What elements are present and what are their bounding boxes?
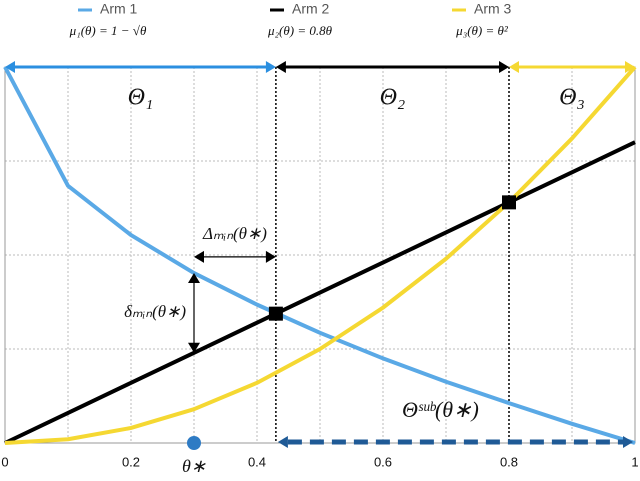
series-line bbox=[3, 66, 636, 445]
arrow-head bbox=[625, 61, 635, 73]
arrow-head bbox=[509, 61, 519, 73]
arrow-head bbox=[623, 436, 633, 448]
x-tick-label: 0.2 bbox=[122, 454, 140, 469]
region-label: Θ₂ bbox=[380, 85, 406, 111]
formula: μ₃(θ) = θ² bbox=[455, 23, 509, 38]
arrow-head bbox=[499, 61, 509, 73]
region-label: Θ₁ bbox=[128, 85, 154, 111]
legend-label: Arm 1 bbox=[100, 1, 138, 17]
formula: μ₂(θ) = 0.8θ bbox=[267, 23, 333, 38]
legend-label: Arm 2 bbox=[292, 1, 330, 17]
arrow-head bbox=[194, 250, 204, 263]
arrow-head bbox=[275, 61, 286, 73]
intersection-marker bbox=[502, 195, 516, 210]
arrow-head bbox=[265, 61, 276, 73]
x-tick-label: 0 bbox=[1, 454, 8, 469]
arrow-head bbox=[188, 273, 200, 284]
theta-star-marker bbox=[187, 436, 201, 450]
x-tick-label: 0.8 bbox=[500, 454, 518, 469]
legend-label: Arm 3 bbox=[474, 1, 512, 17]
x-tick-label: 1 bbox=[631, 454, 638, 469]
formula: μ₁(θ) = 1 − √θ bbox=[69, 23, 147, 38]
theta-star-label: θ∗ bbox=[182, 456, 206, 476]
arrow-head bbox=[188, 342, 200, 353]
arrow-head bbox=[277, 436, 288, 448]
x-tick-label: 0.6 bbox=[374, 454, 392, 469]
gap-label: Δₘᵢₙ(θ∗) bbox=[202, 224, 267, 243]
suboptimal-label: Θˢᵘᵇ(θ∗) bbox=[402, 397, 479, 422]
arrow-head bbox=[5, 61, 15, 73]
intersection-marker bbox=[268, 306, 283, 321]
series-line bbox=[4, 140, 636, 445]
x-tick-label: 0.4 bbox=[248, 454, 266, 469]
series-line bbox=[4, 65, 637, 445]
region-label: Θ₃ bbox=[559, 85, 585, 111]
arrow-head bbox=[265, 250, 276, 263]
gap-label: δₘᵢₙ(θ∗) bbox=[124, 302, 186, 321]
